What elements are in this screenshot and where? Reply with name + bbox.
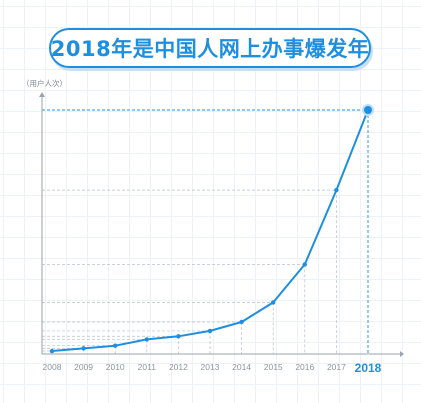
x-tick-label-2014: 2014 xyxy=(232,362,251,372)
x-tick-label-2012: 2012 xyxy=(169,362,188,372)
data-point-2013 xyxy=(207,328,213,334)
y-axis-label: （用户人次） xyxy=(22,78,67,88)
data-point-2010 xyxy=(113,343,118,348)
data-point-2018 xyxy=(364,106,372,114)
data-point-2011 xyxy=(144,337,149,342)
x-tick-label-2015: 2015 xyxy=(264,362,283,372)
series-line xyxy=(51,109,369,352)
guide-lines xyxy=(42,109,369,354)
data-point-2008 xyxy=(49,348,55,354)
data-point-2017 xyxy=(334,187,339,193)
x-tick-label-2017: 2017 xyxy=(327,362,346,372)
x-tick-label-2016: 2016 xyxy=(295,362,314,372)
data-point-2016 xyxy=(302,262,307,267)
data-point-2015 xyxy=(271,300,276,305)
data-point-2014 xyxy=(239,319,244,325)
x-tick-label-2018: 2018 xyxy=(355,361,382,375)
x-tick-label-2010: 2010 xyxy=(106,362,125,372)
x-tick-label-2009: 2009 xyxy=(74,362,93,372)
chart-title-banner: 2018年是中国人网上办事爆发年 xyxy=(49,28,371,68)
x-tick-label-2008: 2008 xyxy=(43,362,62,372)
data-point-2012 xyxy=(176,334,181,339)
data-point-2009 xyxy=(81,346,86,351)
chart-title: 2018年是中国人网上办事爆发年 xyxy=(50,37,370,61)
x-tick-label-2011: 2011 xyxy=(138,362,157,372)
y-axis-arrow xyxy=(39,92,45,97)
x-axis-arrow xyxy=(400,351,404,357)
x-tick-label-2013: 2013 xyxy=(201,362,220,372)
